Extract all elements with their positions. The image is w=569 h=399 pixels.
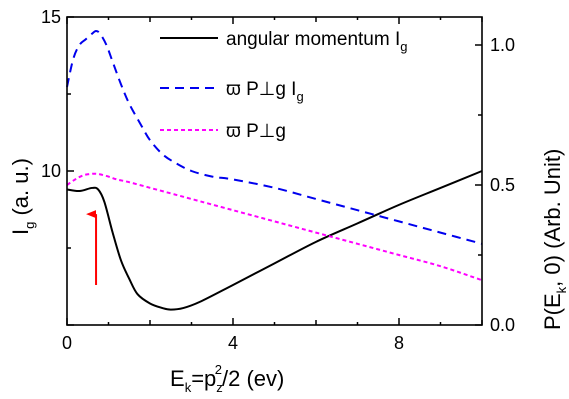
series-angular-momentum bbox=[66, 170, 483, 311]
y-right-tick-label: 0.0 bbox=[490, 315, 515, 335]
x-tick-label: 8 bbox=[394, 333, 404, 353]
x-axis-label: Ek=pz2/2 (ev) bbox=[170, 362, 284, 395]
legend: angular momentum Ig ϖ P⊥g Ig ϖ P⊥g bbox=[160, 29, 407, 142]
legend-label-magenta-dotted: ϖ P⊥g bbox=[226, 121, 286, 142]
legend-label-blue-dashed: ϖ P⊥g Ig bbox=[226, 79, 304, 104]
y-axis-label-left: Ig (a. u.) bbox=[8, 158, 37, 235]
y-left-tick-label: 15 bbox=[41, 7, 61, 27]
x-tick-label: 0 bbox=[62, 333, 72, 353]
y-axis-label-right: P(Ek, 0) (Arb. Unit) bbox=[540, 149, 569, 330]
series-magenta-dotted bbox=[66, 172, 483, 282]
y-left-tick-label: 10 bbox=[41, 161, 61, 181]
y-right-tick-label: 1.0 bbox=[490, 35, 515, 55]
series-blue-dashed bbox=[66, 29, 483, 245]
tick-layer: 0 4 8 10 15 0.0 0.5 1.0 bbox=[41, 7, 515, 353]
y-right-tick-label: 0.5 bbox=[490, 175, 515, 195]
x-tick-label: 4 bbox=[228, 333, 238, 353]
legend-label-angular-momentum: angular momentum Ig bbox=[226, 29, 407, 54]
series-layer bbox=[66, 29, 483, 311]
